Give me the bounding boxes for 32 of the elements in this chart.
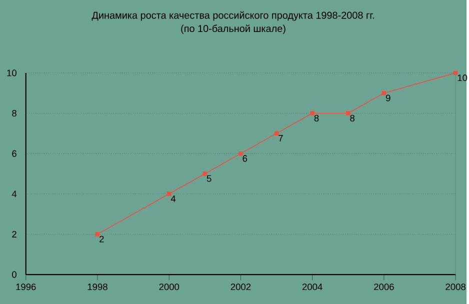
point [202,171,208,176]
y-tick-label: 2 [12,230,16,238]
point [95,232,100,236]
point [274,131,279,136]
chart-subtitle: (по 10-бальной шкале) [181,24,286,34]
x-tick-label: 2008 [446,283,466,290]
point [382,90,386,96]
point [346,110,350,116]
y-tick-label: 0 [12,271,16,278]
data-label: 8 [314,114,319,122]
x-tick-label: 2006 [374,283,394,290]
y-tick-label: 6 [12,150,16,157]
y-tick-label: 8 [12,110,16,116]
data-label: 9 [386,94,390,102]
data-label: 5 [206,175,212,182]
x-tick-label: 1998 [88,283,108,290]
point [166,192,172,196]
data-label: 2 [100,236,104,242]
y-tick-label: 10 [7,69,16,76]
x-tick-label: 2000 [159,283,180,290]
data-label: 4 [170,195,176,202]
point [453,70,458,75]
x-tick-label: 2002 [230,283,251,290]
data-label: 6 [242,154,248,162]
point [238,151,243,156]
x-tick-label: 1996 [16,283,36,290]
y-tick-label: 4 [12,190,17,197]
point [310,110,314,116]
data-label: 8 [350,114,355,122]
data-label: 7 [278,134,283,142]
chart-title: Динамика роста качества российского продукта 1998-2008 гг. [92,11,374,21]
x-tick-label: 2004 [302,283,322,290]
